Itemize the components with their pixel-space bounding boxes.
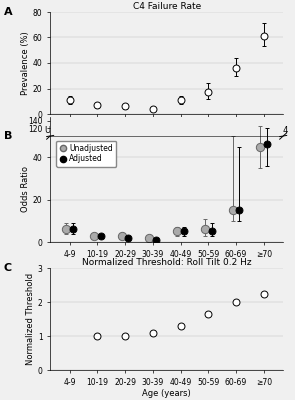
Text: A: A [4, 7, 12, 17]
X-axis label: Age (years): Age (years) [142, 390, 191, 398]
Legend: Unadjusted, Adjusted: Unadjusted, Adjusted [56, 141, 116, 166]
Title: Normalized Threshold: Roll Tilt 0.2 Hz: Normalized Threshold: Roll Tilt 0.2 Hz [82, 258, 251, 267]
Title: C4 Failure Rate: C4 Failure Rate [132, 2, 201, 11]
Y-axis label: Odds Ratio: Odds Ratio [21, 166, 30, 212]
Y-axis label: Normalized Threshold: Normalized Threshold [26, 273, 35, 365]
Y-axis label: Prevalence (%): Prevalence (%) [21, 31, 30, 95]
Text: B: B [4, 131, 12, 141]
Title: Unadjusted and Adjusted Odds for Failure to Complete C4: Unadjusted and Adjusted Odds for Failure… [45, 126, 289, 135]
Text: C: C [4, 263, 12, 273]
